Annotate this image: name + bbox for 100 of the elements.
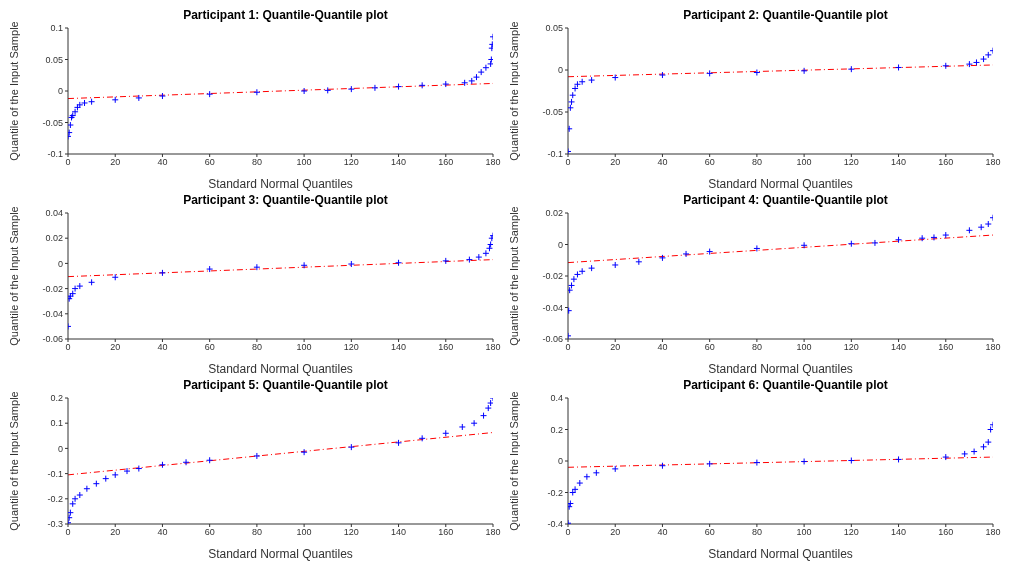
- x-tick-label: 140: [891, 527, 907, 538]
- point: [568, 104, 574, 112]
- point: [206, 456, 214, 464]
- point: [253, 263, 261, 271]
- point: [573, 80, 581, 88]
- point: [987, 426, 993, 433]
- y-axis-title: Quantile of the Input Sample: [7, 206, 20, 346]
- point: [123, 467, 131, 475]
- point: [568, 286, 574, 294]
- y-tick-label: -0.02: [42, 283, 63, 294]
- y-tick-label: -0.04: [542, 302, 563, 313]
- point: [468, 77, 476, 85]
- point: [442, 257, 450, 265]
- point: [485, 244, 493, 252]
- x-tick-label: 60: [704, 527, 715, 538]
- chart-title: Participant 2: Quantile-Quantile plot: [682, 8, 889, 22]
- point: [324, 86, 332, 94]
- point: [706, 69, 714, 77]
- y-tick-label: 0.02: [45, 233, 63, 244]
- y-tick-label: -0.3: [47, 519, 63, 530]
- x-axis-title: Standard Normal Quantiles: [208, 547, 353, 561]
- x-tick-label: 0: [65, 342, 71, 353]
- x-tick-label: 80: [251, 527, 262, 538]
- y-tick-label: 0.02: [545, 208, 563, 219]
- point: [800, 457, 808, 465]
- x-tick-label: 180: [485, 157, 501, 168]
- point: [458, 423, 466, 431]
- point: [111, 96, 119, 104]
- x-tick-label: 80: [251, 157, 262, 168]
- x-tick-label: 20: [610, 342, 621, 353]
- y-axis-title: Quantile of the Input Sample: [7, 391, 20, 531]
- point: [418, 434, 426, 442]
- y-tick-label: 0.04: [45, 208, 63, 219]
- point: [347, 85, 355, 93]
- y-tick-label: 0.4: [550, 393, 563, 404]
- x-tick-label: 60: [704, 342, 715, 353]
- x-tick-label: 0: [565, 342, 571, 353]
- point: [418, 81, 426, 89]
- y-tick-label: -0.06: [542, 334, 563, 345]
- x-tick-label: 20: [110, 342, 121, 353]
- point: [135, 94, 143, 102]
- point: [984, 51, 992, 59]
- x-tick-label: 0: [65, 157, 71, 168]
- y-tick-label: 0: [57, 86, 63, 97]
- point: [658, 254, 666, 262]
- x-tick-label: 20: [110, 527, 121, 538]
- point: [135, 465, 143, 473]
- point: [918, 234, 926, 242]
- point: [571, 84, 579, 92]
- point: [347, 260, 355, 268]
- point: [753, 244, 761, 252]
- x-tick-label: 160: [938, 157, 954, 168]
- point: [965, 60, 973, 68]
- point: [942, 453, 950, 461]
- point: [347, 443, 355, 451]
- y-tick-label: 0.2: [550, 424, 563, 435]
- point: [980, 55, 988, 63]
- point: [71, 495, 79, 503]
- y-tick-label: 0.05: [45, 54, 63, 65]
- point: [706, 248, 714, 256]
- y-tick-label: -0.04: [42, 308, 63, 319]
- point: [588, 76, 596, 84]
- x-tick-label: 180: [485, 527, 501, 538]
- point: [753, 459, 761, 467]
- point: [71, 285, 79, 293]
- x-tick-label: 60: [704, 157, 715, 168]
- y-tick-label: -0.06: [42, 334, 63, 345]
- point: [461, 79, 469, 87]
- y-axis-title: Quantile of the Input Sample: [507, 206, 520, 346]
- y-tick-label: 0: [557, 239, 563, 250]
- x-tick-label: 0: [565, 527, 571, 538]
- point: [578, 267, 586, 275]
- point: [571, 485, 579, 493]
- x-tick-label: 180: [985, 527, 1001, 538]
- point: [635, 258, 643, 266]
- x-tick-label: 140: [391, 527, 407, 538]
- point: [942, 62, 950, 70]
- x-tick-label: 80: [251, 342, 262, 353]
- point: [569, 91, 577, 99]
- x-tick-label: 160: [938, 527, 954, 538]
- point: [611, 465, 619, 473]
- point: [111, 471, 119, 479]
- point: [158, 269, 166, 277]
- point: [253, 88, 261, 96]
- x-tick-label: 120: [843, 527, 859, 538]
- y-tick-label: -0.1: [47, 468, 63, 479]
- y-tick-label: 0.2: [50, 393, 63, 404]
- point: [588, 264, 596, 272]
- point: [984, 220, 992, 228]
- x-tick-label: 20: [610, 157, 621, 168]
- point: [592, 469, 600, 477]
- x-tick-label: 60: [204, 527, 215, 538]
- point: [847, 65, 855, 73]
- x-tick-label: 100: [296, 157, 312, 168]
- point: [182, 458, 190, 466]
- point: [472, 73, 480, 81]
- chart-title: Participant 3: Quantile-Quantile plot: [182, 193, 389, 207]
- point: [568, 281, 576, 289]
- point: [206, 90, 214, 98]
- point: [475, 253, 483, 261]
